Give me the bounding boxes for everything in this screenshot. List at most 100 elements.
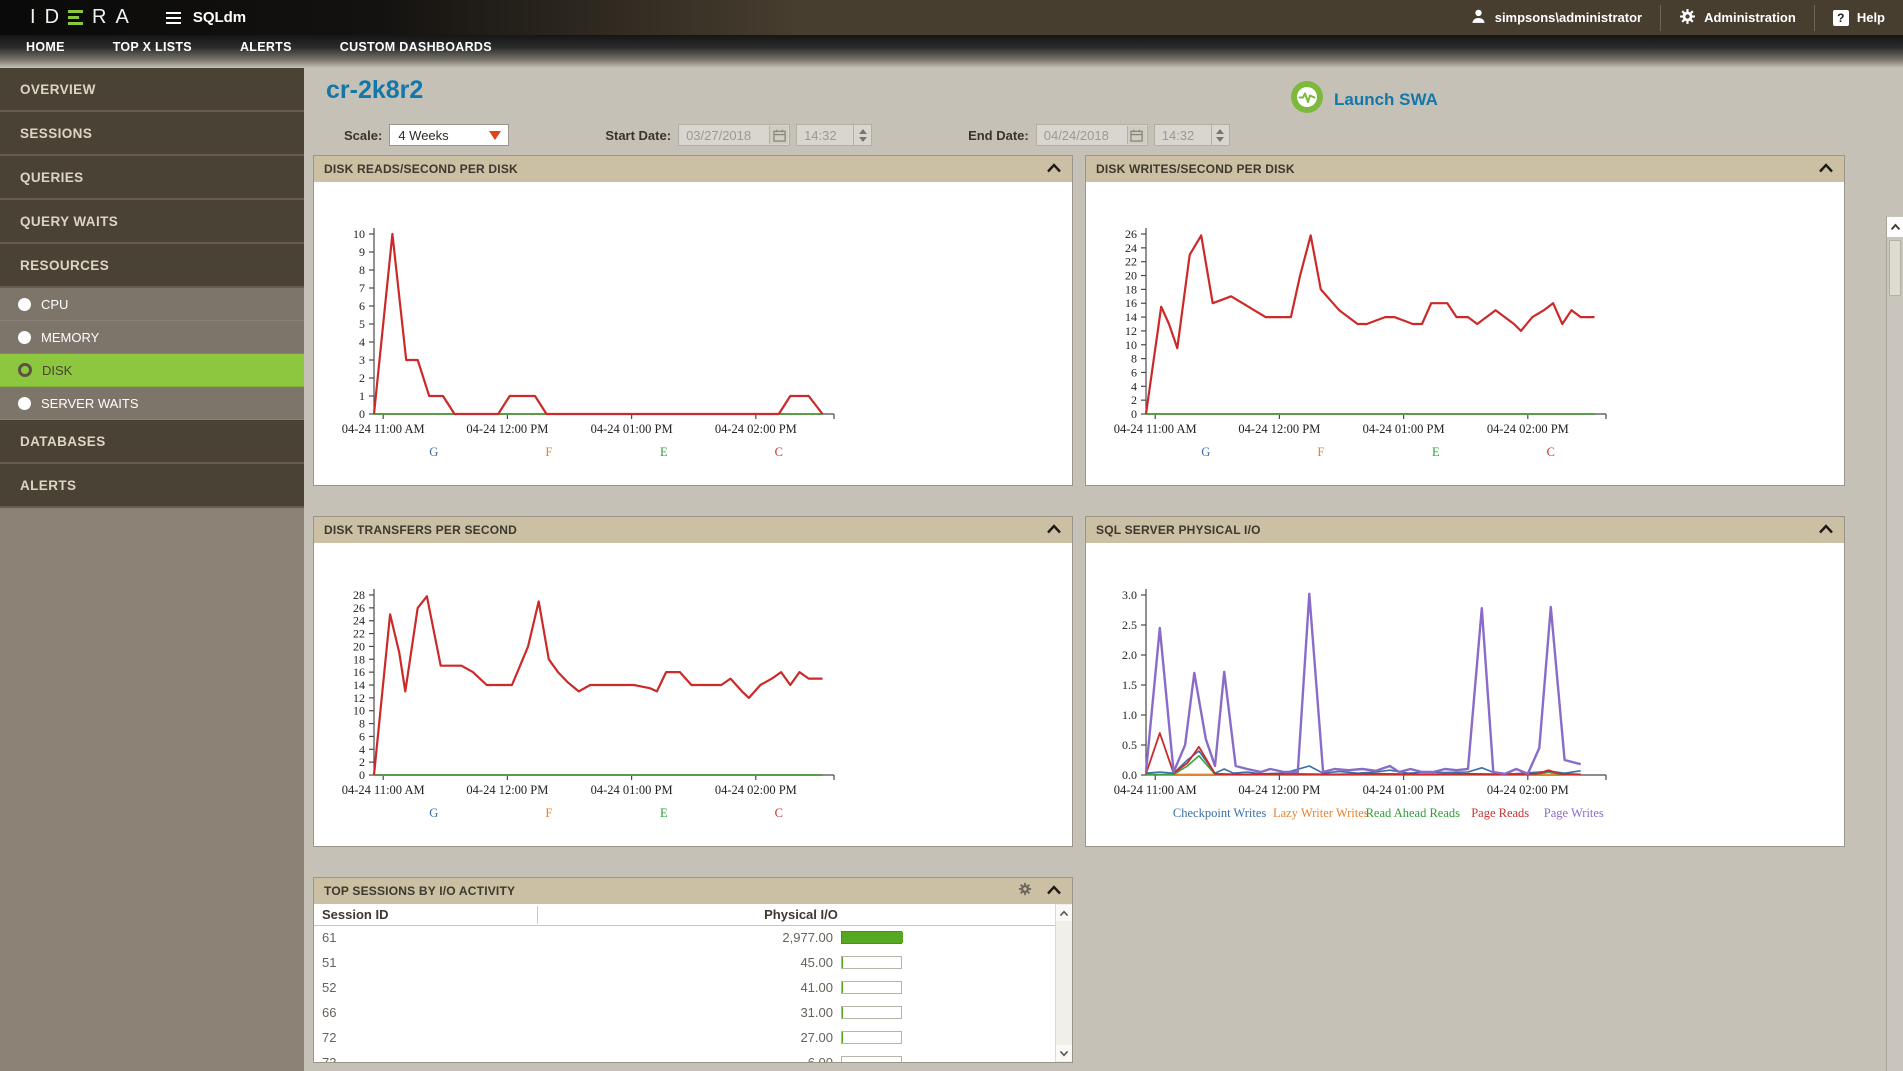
scrollbar-thumb[interactable]	[1889, 240, 1901, 296]
column-divider	[537, 906, 538, 924]
io-bar-fill	[842, 1032, 843, 1043]
end-time-field[interactable]: 14:32	[1153, 124, 1212, 146]
legend-c: C	[775, 445, 783, 459]
menu-icon[interactable]	[165, 9, 181, 27]
gear-icon	[1679, 8, 1696, 28]
panel-sql-server-physical-i-o: SQL SERVER PHYSICAL I/O 0.0 0.5 1.0 1.5 2.0 2.…	[1085, 516, 1845, 847]
gear-icon[interactable]	[1018, 882, 1032, 901]
svg-text:0.0: 0.0	[1122, 768, 1137, 782]
end-date-label: End Date:	[968, 127, 1029, 143]
time-controls: Scale: 4 Weeks Start Date: 03/27/2018 14…	[344, 124, 1230, 146]
sidebar-item-disk[interactable]: DISK	[0, 354, 304, 387]
column-header-physical-io[interactable]: Physical I/O	[764, 907, 838, 922]
svg-text:2: 2	[1131, 393, 1137, 407]
help-button[interactable]: ? Help	[1815, 0, 1903, 35]
svg-text:6: 6	[1131, 365, 1137, 379]
series-c	[372, 232, 824, 416]
end-date-field[interactable]: 04/24/2018	[1035, 124, 1148, 146]
start-time-value: 14:32	[804, 127, 837, 143]
sidebar-item-databases[interactable]: DATABASES	[0, 420, 304, 464]
sidebar-item-query-waits[interactable]: QUERY WAITS	[0, 200, 304, 244]
io-bar	[841, 956, 902, 969]
panel-title: DISK TRANSFERS PER SECOND	[324, 523, 518, 537]
sidebar-item-alerts[interactable]: ALERTS	[0, 464, 304, 508]
sidebar-item-sessions[interactable]: SESSIONS	[0, 112, 304, 156]
calendar-icon[interactable]	[1126, 126, 1146, 144]
svg-text:24: 24	[1125, 241, 1137, 255]
step-down-icon[interactable]	[1216, 136, 1225, 142]
collapse-chevron-icon[interactable]	[1818, 521, 1834, 539]
nav-home[interactable]: HOME	[26, 40, 65, 54]
scroll-up-button[interactable]	[1056, 905, 1072, 921]
panel-title: DISK WRITES/SECOND PER DISK	[1096, 162, 1295, 176]
sidebar-item-label: CPU	[41, 296, 69, 312]
table-row[interactable]: 72 27.00	[314, 1026, 1072, 1051]
legend-read-ahead-reads: Read Ahead Reads	[1366, 806, 1461, 820]
sidebar-item-memory[interactable]: MEMORY	[0, 321, 304, 354]
svg-text:04-24 12:00 PM: 04-24 12:00 PM	[466, 422, 548, 436]
sidebar-item-label: RESOURCES	[20, 257, 110, 273]
legend-e: E	[1432, 445, 1440, 459]
chart-canvas: 0 1 2 3 4 5 6 7 8 9 10 04-24 11:00 AM 04-24 12:00 PM…	[342, 227, 835, 459]
svg-text:18: 18	[353, 652, 365, 666]
legend-f: F	[545, 806, 552, 820]
calendar-icon[interactable]	[769, 126, 789, 144]
user-label: simpsons\administrator	[1494, 10, 1643, 25]
table-row[interactable]: 51 45.00	[314, 951, 1072, 976]
table-row[interactable]: 736.00	[314, 1051, 1072, 1062]
collapse-chevron-icon[interactable]	[1046, 521, 1062, 539]
sidebar-item-queries[interactable]: QUERIES	[0, 156, 304, 200]
svg-text:04-24 02:00 PM: 04-24 02:00 PM	[1487, 783, 1569, 797]
scale-select[interactable]: 4 Weeks	[389, 124, 510, 146]
physical-io-cell: 2,977.00	[782, 930, 833, 945]
user-menu[interactable]: simpsons\administrator	[1452, 0, 1660, 35]
step-down-icon[interactable]	[858, 136, 867, 142]
series-c	[372, 595, 823, 776]
table-row[interactable]: 52 41.00	[314, 976, 1072, 1001]
svg-text:04-24 02:00 PM: 04-24 02:00 PM	[715, 783, 797, 797]
table-row[interactable]: 61 2,977.00	[314, 926, 1072, 951]
collapse-chevron-icon[interactable]	[1046, 160, 1062, 178]
panel-header: TOP SESSIONS BY I/O ACTIVITY	[314, 878, 1072, 904]
launch-swa-button[interactable]: Launch SWA	[1290, 80, 1438, 119]
scale-value: 4 Weeks	[398, 127, 449, 143]
svg-text:12: 12	[1125, 324, 1137, 338]
physical-io-cell: 6.00	[694, 1055, 833, 1062]
table-scrollbar[interactable]	[1055, 904, 1072, 1062]
session-id-cell: 51	[322, 955, 337, 970]
sidebar-item-label: ALERTS	[20, 477, 77, 493]
svg-text:4: 4	[1131, 379, 1137, 393]
page-scrollbar[interactable]	[1886, 216, 1903, 1071]
column-header-session-id[interactable]: Session ID	[322, 907, 389, 922]
sidebar-item-resources[interactable]: RESOURCES	[0, 244, 304, 288]
table-row[interactable]: 66 31.00	[314, 1001, 1072, 1026]
nav-top-x-lists[interactable]: TOP X LISTS	[112, 40, 192, 54]
administration-button[interactable]: Administration	[1661, 0, 1814, 35]
io-bar	[841, 1056, 902, 1062]
panel-header: DISK TRANSFERS PER SECOND	[314, 517, 1072, 543]
start-date-field[interactable]: 03/27/2018	[678, 124, 791, 146]
start-time-stepper[interactable]	[854, 124, 873, 146]
collapse-chevron-icon[interactable]	[1818, 160, 1834, 178]
svg-text:14: 14	[1125, 310, 1137, 324]
step-up-icon[interactable]	[1216, 128, 1225, 134]
legend-g: G	[429, 806, 438, 820]
sidebar-item-label: SERVER WAITS	[41, 395, 139, 411]
nav-alerts[interactable]: ALERTS	[239, 40, 292, 54]
sidebar-item-server-waits[interactable]: SERVER WAITS	[0, 387, 304, 420]
start-time-field[interactable]: 14:32	[796, 124, 855, 146]
end-time-stepper[interactable]	[1211, 124, 1230, 146]
legend-page-writes: Page Writes	[1544, 806, 1604, 820]
sidebar-item-cpu[interactable]: CPU	[0, 288, 304, 321]
scale-label: Scale:	[344, 127, 383, 143]
sidebar-item-overview[interactable]: OVERVIEW	[0, 68, 304, 112]
scroll-down-button[interactable]	[1056, 1045, 1072, 1061]
svg-text:10: 10	[353, 704, 365, 718]
nav-custom-dashboards[interactable]: CUSTOM DASHBOARDS	[339, 40, 492, 54]
radio-icon	[18, 363, 32, 377]
collapse-chevron-icon[interactable]	[1046, 882, 1062, 900]
step-up-icon[interactable]	[858, 128, 867, 134]
svg-text:2: 2	[359, 755, 365, 769]
scroll-up-button[interactable]	[1887, 217, 1903, 237]
